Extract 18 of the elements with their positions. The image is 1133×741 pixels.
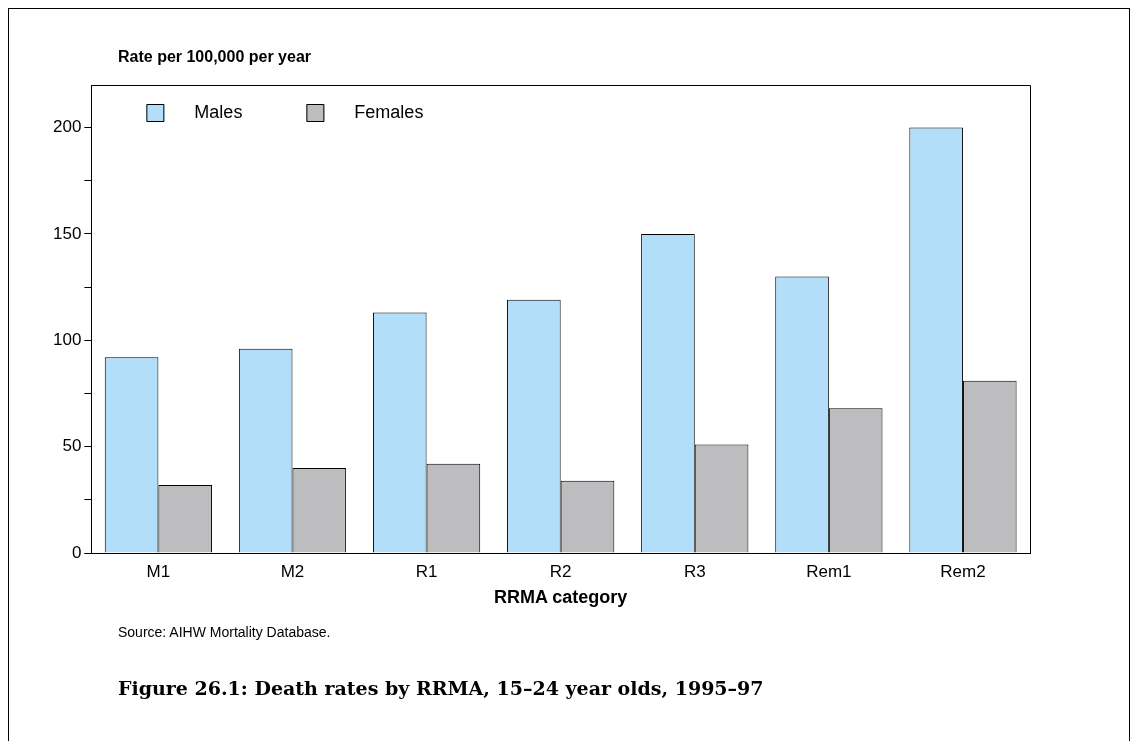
y-tick-label: 100 bbox=[52, 329, 82, 349]
legend-label: Males bbox=[194, 101, 243, 122]
y-tick-label: 150 bbox=[52, 223, 82, 243]
y-tick-label: 0 bbox=[71, 542, 82, 562]
x-tick-label: R1 bbox=[415, 561, 438, 581]
text: Figure 26.1: Death rates by RRMA, 15–24 year olds, 1995–97 bbox=[118, 677, 764, 699]
x-tick-label: M2 bbox=[280, 561, 305, 581]
x-tick-label: R2 bbox=[549, 561, 572, 581]
x-tick-label: Rem2 bbox=[940, 561, 986, 581]
x-tick-label: M1 bbox=[146, 561, 171, 581]
x-axis-title: RRMA category bbox=[494, 587, 628, 608]
y-axis-title: Rate per 100,000 per year bbox=[118, 48, 312, 66]
legend-label: Females bbox=[354, 101, 424, 122]
y-tick-label: 200 bbox=[52, 117, 82, 137]
x-tick-label: R3 bbox=[683, 561, 706, 581]
x-tick-label: Rem1 bbox=[806, 561, 852, 581]
source-note: Source: AIHW Mortality Database. bbox=[118, 624, 331, 640]
y-tick-label: 50 bbox=[62, 436, 82, 456]
